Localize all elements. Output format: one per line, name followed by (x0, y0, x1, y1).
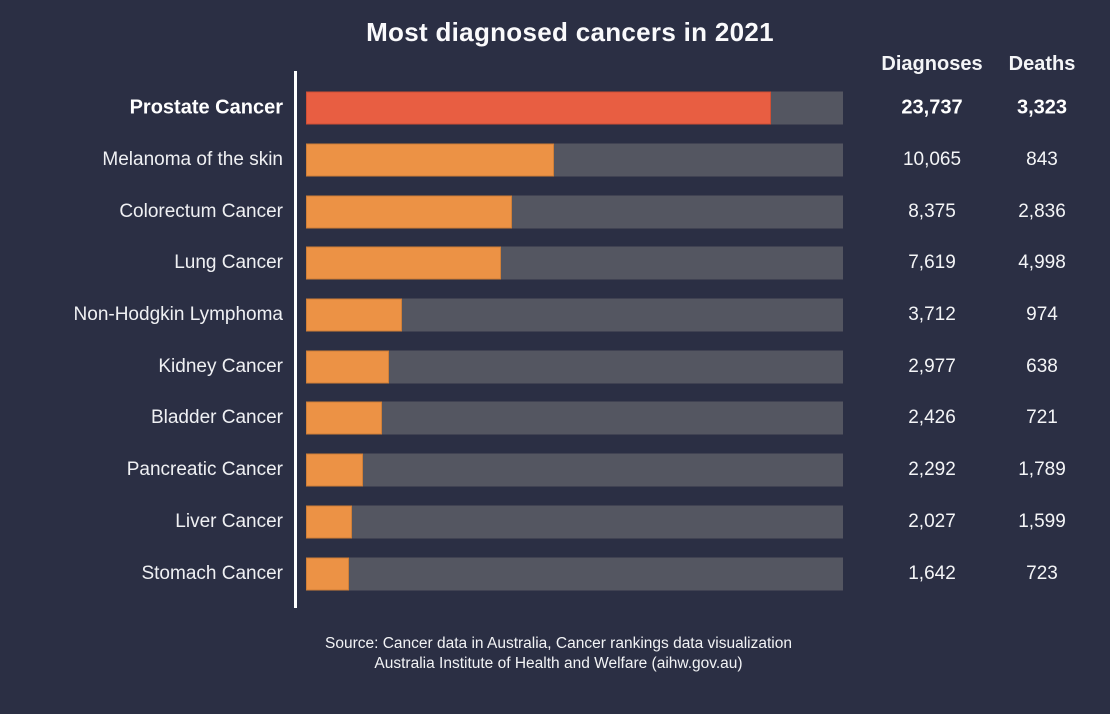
diagnoses-value: 8,375 (908, 200, 956, 222)
deaths-value: 1,789 (1018, 459, 1066, 481)
bar-row: Stomach Cancer 1,642 723 (0, 548, 1110, 600)
bar-fill (306, 350, 390, 384)
row-label: Colorectum Cancer (119, 200, 283, 222)
row-label: Bladder Cancer (150, 407, 283, 429)
row-label: Kidney Cancer (158, 355, 283, 377)
deaths-value: 3,323 (1016, 96, 1068, 119)
diagnoses-value: 2,292 (908, 459, 956, 481)
bar-track (306, 143, 843, 177)
bar-fill (306, 505, 353, 539)
bar-track (306, 350, 843, 384)
bar-fill (306, 91, 772, 125)
diagnoses-value: 1,642 (908, 562, 956, 584)
bar-row: Non-Hodgkin Lymphoma 3,712 974 (0, 289, 1110, 341)
bar-track (306, 557, 843, 591)
diagnoses-value: 2,977 (908, 355, 956, 377)
column-header-deaths: Deaths (1008, 53, 1076, 75)
bar-track (306, 91, 843, 125)
bar-fill (306, 401, 383, 435)
bar-row: Pancreatic Cancer 2,292 1,789 (0, 444, 1110, 496)
chart-title: Most diagnosed cancers in 2021 (366, 17, 774, 47)
bar-track (306, 401, 843, 435)
bar-fill (306, 298, 403, 332)
deaths-value: 4,998 (1018, 252, 1066, 274)
diagnoses-value: 7,619 (908, 252, 956, 274)
diagnoses-value: 10,065 (902, 149, 962, 171)
diagnoses-value: 2,426 (908, 407, 956, 429)
deaths-value: 974 (1026, 304, 1058, 326)
bar-rows: Prostate Cancer 23,737 3,323 Melanoma of… (0, 83, 1110, 600)
row-label: Lung Cancer (174, 252, 283, 274)
column-header-diagnoses: Diagnoses (881, 53, 983, 75)
bar-track (306, 246, 843, 280)
bar-row: Liver Cancer 2,027 1,599 (0, 496, 1110, 548)
diagnoses-value: 3,712 (908, 304, 956, 326)
bar-row: Kidney Cancer 2,977 638 (0, 341, 1110, 393)
deaths-value: 1,599 (1018, 510, 1066, 532)
bar-fill (306, 557, 349, 591)
bar-fill (306, 246, 501, 280)
bar-row: Bladder Cancer 2,426 721 (0, 393, 1110, 445)
bar-track (306, 195, 843, 229)
diagnoses-value: 2,027 (908, 510, 956, 532)
deaths-value: 638 (1026, 355, 1058, 377)
bar-fill (306, 143, 555, 177)
deaths-value: 721 (1026, 407, 1058, 429)
source-line-1: Source: Cancer data in Australia, Cancer… (325, 635, 792, 652)
diagnoses-value: 23,737 (901, 96, 963, 119)
bar-row: Melanoma of the skin 10,065 843 (0, 134, 1110, 186)
bar-track (306, 298, 843, 332)
row-label: Prostate Cancer (129, 96, 283, 119)
axis-baseline (294, 71, 297, 608)
source-line-2: Australia Institute of Health and Welfar… (374, 655, 743, 672)
bar-row: Lung Cancer 7,619 4,998 (0, 238, 1110, 290)
bar-row: Prostate Cancer 23,737 3,323 (0, 83, 1110, 135)
bar-fill (306, 195, 513, 229)
deaths-value: 843 (1026, 149, 1058, 171)
bar-fill (306, 453, 363, 487)
source-note: Source: Cancer data in Australia, Cancer… (0, 634, 1110, 674)
row-label: Melanoma of the skin (102, 149, 283, 171)
row-label: Stomach Cancer (141, 562, 283, 584)
row-label: Non-Hodgkin Lymphoma (73, 304, 283, 326)
bar-row: Colorectum Cancer 8,375 2,836 (0, 186, 1110, 238)
row-label: Liver Cancer (175, 510, 283, 532)
bar-track (306, 453, 843, 487)
row-label: Pancreatic Cancer (126, 459, 283, 481)
deaths-value: 2,836 (1018, 200, 1066, 222)
bar-track (306, 505, 843, 539)
deaths-value: 723 (1026, 562, 1058, 584)
